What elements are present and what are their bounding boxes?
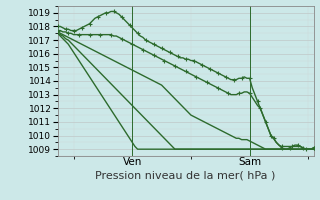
X-axis label: Pression niveau de la mer( hPa ): Pression niveau de la mer( hPa ): [95, 170, 276, 180]
